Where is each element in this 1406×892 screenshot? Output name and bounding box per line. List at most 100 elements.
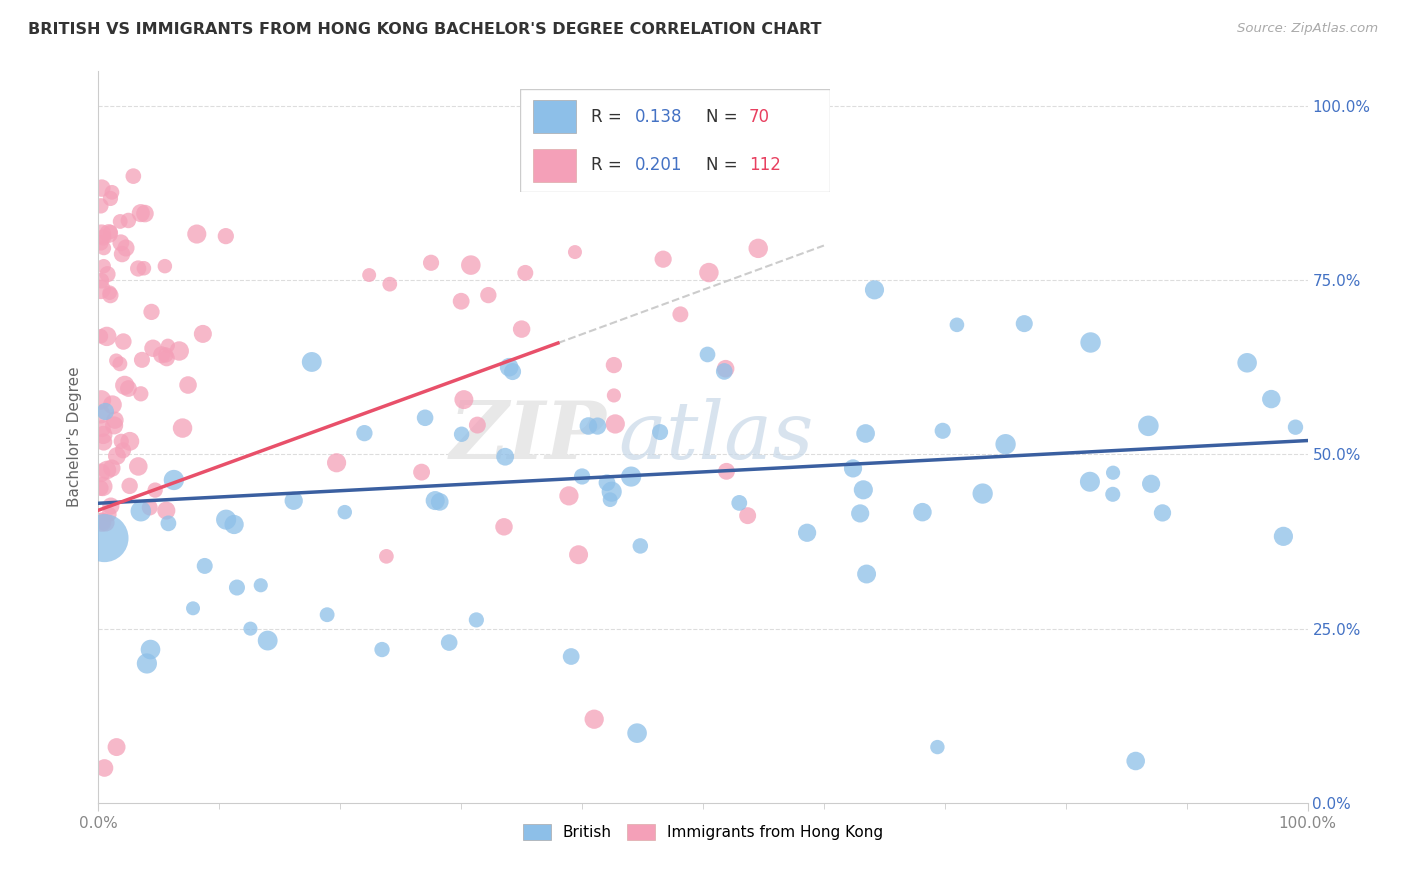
Point [283, 493, 305, 508]
Point [194, 558, 217, 573]
Point [628, 539, 651, 553]
Point [605, 417, 627, 431]
Point [139, 642, 162, 657]
Point [429, 495, 451, 509]
Point [105, 740, 128, 755]
Point [1272, 529, 1295, 543]
Point [460, 258, 482, 272]
Point [129, 387, 152, 401]
Text: BRITISH VS IMMIGRANTS FROM HONG KONG BACHELOR'S DEGREE CORRELATION CHART: BRITISH VS IMMIGRANTS FROM HONG KONG BAC… [28, 22, 821, 37]
Point [453, 392, 475, 407]
Point [359, 268, 381, 282]
Point [91, 230, 114, 244]
Point [603, 358, 626, 372]
Point [301, 355, 323, 369]
Point [378, 277, 401, 292]
Point [90, 329, 112, 343]
Point [129, 504, 152, 518]
Point [139, 500, 162, 515]
Point [132, 261, 155, 276]
Point [714, 361, 737, 376]
Point [90, 466, 112, 480]
Point [716, 464, 738, 478]
Text: N =: N = [706, 108, 742, 126]
Point [135, 657, 157, 671]
Point [117, 382, 139, 396]
Point [98, 508, 121, 522]
Point [437, 635, 460, 649]
Point [1125, 754, 1147, 768]
Text: R =: R = [592, 156, 627, 174]
FancyBboxPatch shape [520, 89, 830, 192]
Point [110, 235, 132, 250]
Point [669, 307, 692, 321]
Point [118, 479, 141, 493]
Point [911, 505, 934, 519]
Point [90, 227, 112, 241]
Point [100, 288, 122, 302]
Point [1101, 487, 1123, 501]
Point [972, 486, 994, 500]
Point [510, 322, 533, 336]
Point [191, 326, 214, 341]
Point [142, 341, 165, 355]
Point [325, 456, 347, 470]
Point [737, 508, 759, 523]
Point [90, 481, 112, 495]
Point [93, 241, 115, 255]
Point [157, 516, 180, 531]
Point [855, 567, 877, 582]
Point [127, 459, 149, 474]
Point [90, 235, 112, 250]
Point [112, 334, 135, 349]
Point [558, 489, 581, 503]
Point [239, 622, 262, 636]
Point [91, 421, 114, 435]
Point [1236, 356, 1258, 370]
Point [1078, 475, 1101, 489]
Point [224, 517, 246, 532]
Point [450, 427, 472, 442]
Point [946, 318, 969, 332]
Point [927, 740, 949, 755]
Point [420, 256, 443, 270]
Point [90, 181, 112, 195]
Point [568, 548, 591, 562]
Point [97, 227, 120, 241]
Point [90, 407, 112, 421]
Point [747, 241, 769, 255]
Point [467, 418, 489, 433]
Point [118, 434, 141, 449]
Point [94, 404, 117, 418]
Point [117, 213, 139, 227]
Point [98, 285, 121, 300]
Point [1012, 317, 1035, 331]
Point [333, 505, 356, 519]
Point [96, 329, 118, 343]
Point [560, 649, 582, 664]
Point [141, 305, 163, 319]
Point [583, 712, 606, 726]
Point [1080, 335, 1102, 350]
Text: 112: 112 [749, 156, 780, 174]
Point [411, 465, 433, 479]
Text: 0.201: 0.201 [634, 156, 682, 174]
Point [101, 461, 124, 475]
Point [620, 469, 643, 483]
Text: Source: ZipAtlas.com: Source: ZipAtlas.com [1237, 22, 1378, 36]
Point [931, 424, 953, 438]
Point [90, 515, 112, 529]
Point [108, 214, 131, 228]
Point [129, 206, 152, 220]
Point [600, 484, 623, 499]
Point [256, 633, 278, 648]
Point [713, 364, 735, 378]
Point [492, 520, 515, 534]
Point [375, 549, 398, 564]
Point [1140, 476, 1163, 491]
Point [112, 443, 135, 458]
Point [450, 294, 472, 309]
Point [90, 274, 112, 288]
Point [134, 206, 156, 220]
Point [101, 186, 124, 200]
